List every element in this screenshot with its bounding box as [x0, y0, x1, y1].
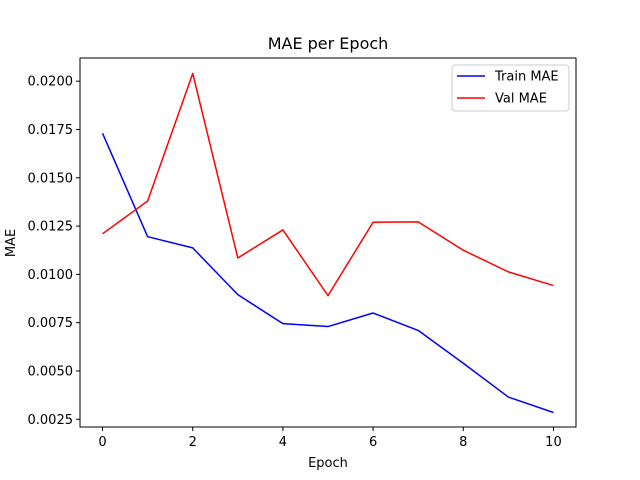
x-tick-label: 8	[459, 435, 467, 450]
x-tick-label: 4	[279, 435, 287, 450]
chart-title: MAE per Epoch	[268, 34, 389, 53]
plot-area	[101, 72, 554, 414]
y-tick-label: 0.0125	[28, 220, 74, 235]
y-tick-label: 0.0075	[28, 316, 74, 331]
series-line-1	[102, 72, 554, 297]
axes-frame	[79, 57, 577, 428]
y-tick-label: 0.0200	[28, 75, 74, 90]
legend-label: Val MAE	[495, 92, 547, 107]
legend: Train MAE Val MAE	[451, 64, 570, 112]
x-tick-label: 0	[98, 435, 106, 450]
series-line-0	[101, 133, 554, 414]
y-axis-ticks: 0.0025 0.0050 0.0075 0.0100 0.0125 0.0150 0.01…	[28, 75, 80, 428]
y-tick-label: 0.0175	[28, 123, 74, 138]
y-axis-label: MAE	[4, 229, 19, 257]
y-tick-label: 0.0100	[28, 268, 74, 283]
legend-label: Train MAE	[494, 70, 559, 85]
y-tick-label: 0.0150	[28, 171, 74, 186]
x-axis-ticks: 0 2 4 6 8 10	[98, 427, 562, 450]
y-tick-label: 0.0025	[28, 413, 74, 428]
x-tick-label: 6	[369, 435, 377, 450]
y-tick-label: 0.0050	[28, 364, 74, 379]
x-axis-label: Epoch	[308, 456, 348, 471]
x-tick-label: 10	[545, 435, 562, 450]
x-tick-label: 2	[189, 435, 197, 450]
